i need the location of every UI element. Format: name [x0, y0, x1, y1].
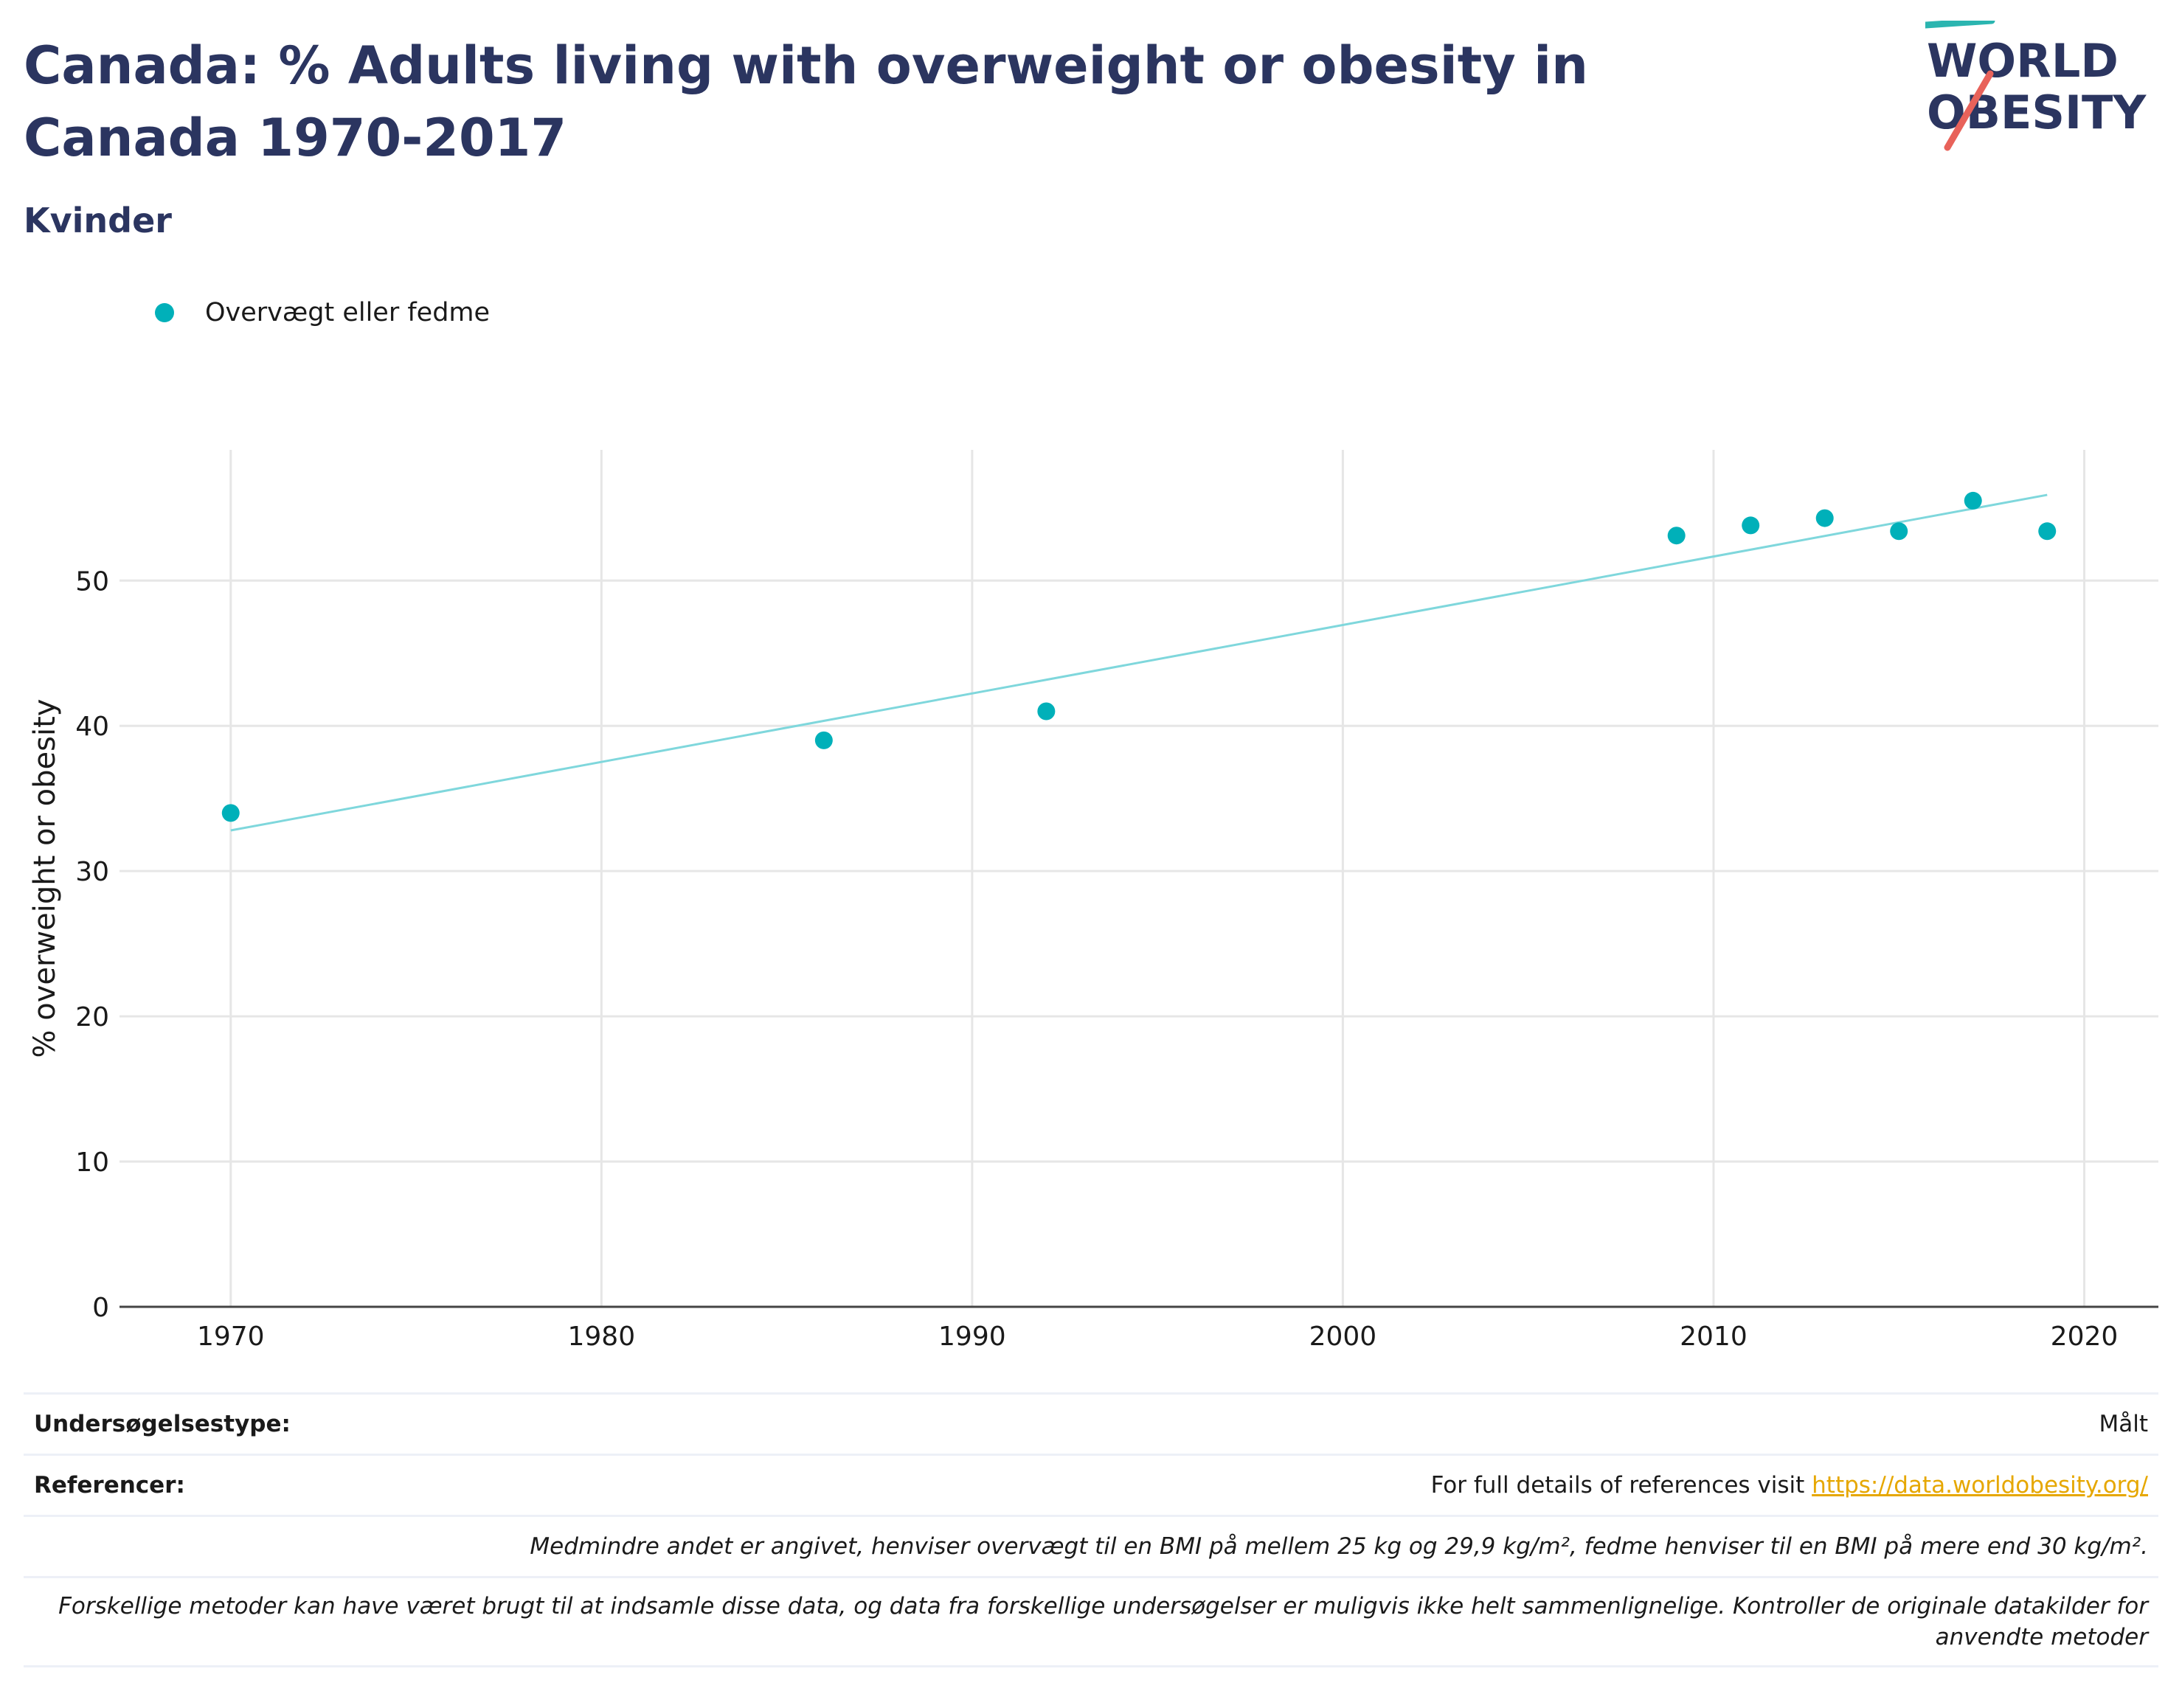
data-point [1815, 509, 1834, 527]
x-tick-label: 2020 [2051, 1322, 2119, 1352]
chart-footer: Undersøgelsestype: Målt Referencer: For … [24, 1392, 2158, 1667]
references-text: For full details of references visit [1430, 1472, 1812, 1499]
y-tick-label: 50 [75, 566, 109, 597]
references-value: For full details of references visit htt… [1431, 1472, 2148, 1499]
data-point [221, 804, 240, 822]
data-point [814, 731, 833, 749]
definition-note: Medmindre andet er angivet, henviser ove… [530, 1533, 2148, 1560]
y-tick-label: 20 [75, 1002, 109, 1032]
x-tick-label: 1980 [567, 1322, 635, 1352]
y-tick-label: 40 [75, 712, 109, 742]
logo-slash-red [1944, 70, 1994, 151]
references-row: Referencer: For full details of referenc… [24, 1454, 2158, 1515]
data-point [1037, 702, 1056, 721]
data-point [1964, 491, 1982, 510]
logo-word-1: WORLD [1927, 34, 2119, 88]
methods-note-row: Forskellige metoder kan have været brugt… [24, 1576, 2158, 1667]
x-tick-label: 2000 [1309, 1322, 1377, 1352]
y-tick-label: 10 [75, 1148, 109, 1178]
chart-subtitle: Kvinder [24, 201, 172, 240]
references-label: Referencer: [34, 1472, 185, 1499]
logo-slash-teal [1925, 21, 1995, 29]
legend-label: Overvægt eller fedme [205, 298, 491, 327]
scatter-chart: 1970 1980 1990 2000 2010 2020 0 10 20 30 40 50 % ove… [28, 450, 2158, 1352]
data-point [1742, 516, 1760, 535]
survey-type-label: Undersøgelsestype: [34, 1411, 291, 1437]
chart-legend[interactable]: Overvægt eller fedme [155, 298, 490, 327]
survey-type-row: Undersøgelsestype: Målt [24, 1392, 2158, 1454]
y-tick-label: 30 [75, 857, 109, 887]
world-obesity-logo: WORLD OBESITY [1925, 21, 2147, 151]
x-tick-label: 1970 [197, 1322, 265, 1352]
y-axis-title: % overweight or obesity [28, 699, 62, 1058]
definition-note-row: Medmindre andet er angivet, henviser ove… [24, 1515, 2158, 1576]
y-tick-label: 0 [92, 1293, 109, 1323]
survey-type-value: Målt [2099, 1411, 2148, 1437]
methods-note: Forskellige metoder kan have været brugt… [58, 1593, 2148, 1650]
data-point [1890, 522, 1908, 541]
x-tick-label: 2010 [1680, 1322, 1748, 1352]
data-point [1667, 527, 1686, 545]
page-title: Canada: % Adults living with overweight … [24, 35, 1588, 168]
legend-marker [155, 303, 174, 322]
logo-word-2: OBESITY [1927, 86, 2147, 139]
references-link[interactable]: https://data.worldobesity.org/ [1812, 1472, 2148, 1499]
trend-line [230, 493, 2048, 832]
data-point [2038, 522, 2057, 541]
x-tick-label: 1990 [938, 1322, 1006, 1352]
